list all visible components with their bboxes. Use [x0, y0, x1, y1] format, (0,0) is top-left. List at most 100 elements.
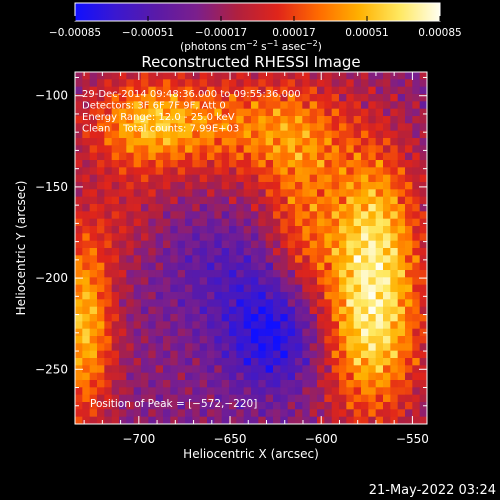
- heatmap-cell: [331, 336, 340, 344]
- heatmap-cell: [163, 277, 171, 286]
- heatmap-cell: [346, 123, 355, 132]
- heatmap-cell: [111, 211, 120, 220]
- heatmap-cell: [192, 343, 201, 352]
- heatmap-cell: [287, 262, 296, 271]
- heatmap-cell: [97, 240, 105, 249]
- heatmap-cell: [324, 167, 333, 176]
- heatmap-cell: [302, 152, 311, 161]
- heatmap-cell: [104, 94, 113, 102]
- heatmap-cell: [346, 277, 355, 286]
- heatmap-cell: [258, 218, 267, 227]
- heatmap-cell: [361, 292, 369, 300]
- heatmap-cell: [177, 167, 186, 176]
- heatmap-cell: [126, 167, 135, 176]
- heatmap-cell: [265, 86, 274, 95]
- heatmap-cell: [199, 204, 208, 212]
- heatmap-cell: [287, 387, 296, 396]
- heatmap-cell: [412, 123, 421, 132]
- heatmap-cell: [317, 314, 325, 322]
- heatmap-cell: [155, 233, 164, 242]
- heatmap-cell: [155, 196, 164, 205]
- heatmap-cell: [331, 365, 340, 374]
- heatmap-cell: [111, 402, 120, 410]
- heatmap-cell: [207, 130, 215, 139]
- heatmap-cell: [419, 350, 427, 359]
- heatmap-cell: [317, 160, 325, 168]
- heatmap-cell: [302, 174, 311, 183]
- heatmap-cell: [214, 101, 223, 110]
- heatmap-cell: [405, 79, 413, 88]
- heatmap-cell: [243, 182, 252, 190]
- heatmap-cell: [199, 387, 208, 396]
- heatmap-cell: [163, 94, 171, 102]
- heatmap-cell: [412, 94, 421, 102]
- heatmap-cell: [207, 233, 215, 242]
- heatmap-cell: [75, 372, 83, 381]
- heatmap-cell: [265, 350, 274, 359]
- heatmap-cell: [331, 226, 340, 234]
- heatmap-cell: [207, 365, 215, 374]
- heatmap-cell: [111, 167, 120, 176]
- heatmap-cell: [177, 299, 186, 308]
- heatmap-cell: [229, 402, 237, 410]
- heatmap-cell: [185, 233, 193, 242]
- heatmap-cell: [111, 130, 120, 139]
- heatmap-cell: [280, 79, 289, 88]
- heatmap-cell: [353, 292, 362, 300]
- heatmap-cell: [148, 314, 157, 322]
- heatmap-cell: [331, 358, 340, 366]
- heatmap-cell: [89, 270, 98, 278]
- heatmap-cell: [324, 240, 333, 249]
- heatmap-cell: [317, 138, 325, 146]
- heatmap-cell: [390, 108, 399, 117]
- heatmap-cell: [317, 402, 325, 410]
- heatmap-cell: [324, 299, 333, 308]
- heatmap-cell: [390, 145, 399, 154]
- heatmap-cell: [207, 108, 215, 117]
- heatmap-cell: [353, 284, 362, 293]
- heatmap-cell: [419, 130, 427, 139]
- heatmap-cell: [331, 160, 340, 168]
- heatmap-cell: [141, 299, 149, 308]
- heatmap-cell: [375, 372, 384, 381]
- heatmap-cell: [199, 306, 208, 315]
- heatmap-cell: [346, 233, 355, 242]
- heatmap-cell: [317, 372, 325, 381]
- heatmap-cell: [82, 277, 91, 286]
- heatmap-cell: [236, 108, 245, 117]
- heatmap-cell: [229, 182, 237, 190]
- heatmap-cell: [353, 394, 362, 403]
- heatmap-cell: [177, 387, 186, 396]
- heatmap-cell: [75, 416, 83, 424]
- heatmap-cell: [119, 138, 127, 146]
- heatmap-cell: [324, 343, 333, 352]
- heatmap-cell: [111, 152, 120, 161]
- heatmap-cell: [383, 218, 391, 227]
- heatmap-cell: [295, 416, 303, 424]
- heatmap-cell: [353, 145, 362, 154]
- heatmap-cell: [258, 365, 267, 374]
- heatmap-cell: [111, 182, 120, 190]
- heatmap-cell: [309, 350, 318, 359]
- heatmap-cell: [273, 314, 281, 322]
- heatmap-cell: [412, 116, 421, 124]
- heatmap-cell: [309, 240, 318, 249]
- heatmap-cell: [177, 226, 186, 234]
- heatmap-cell: [199, 123, 208, 132]
- heatmap-cell: [236, 167, 245, 176]
- heatmap-cell: [383, 409, 391, 418]
- heatmap-cell: [412, 211, 421, 220]
- heatmap-cell: [368, 86, 377, 95]
- heatmap-cell: [265, 174, 274, 183]
- heatmap-cell: [97, 270, 105, 278]
- heatmap-cell: [221, 372, 230, 381]
- heatmap-cell: [111, 387, 120, 396]
- heatmap-cell: [383, 372, 391, 381]
- heatmap-cell: [133, 328, 142, 337]
- heatmap-cell: [148, 380, 157, 388]
- heatmap-cell: [317, 240, 325, 249]
- heatmap-cell: [317, 123, 325, 132]
- annotation-line: Clean Total counts: 7.99E+03: [82, 124, 239, 135]
- heatmap-cell: [273, 321, 281, 330]
- heatmap-cell: [353, 365, 362, 374]
